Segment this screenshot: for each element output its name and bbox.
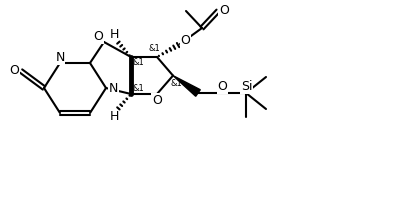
Text: O: O [181, 34, 191, 47]
Text: &1: &1 [133, 58, 145, 67]
Text: O: O [94, 30, 103, 44]
Text: &1: &1 [133, 84, 145, 93]
Text: &1: &1 [148, 44, 160, 53]
Text: O: O [152, 94, 162, 107]
Text: O: O [219, 3, 229, 17]
Text: N: N [55, 51, 65, 64]
Polygon shape [173, 76, 200, 96]
Text: O: O [10, 64, 20, 76]
Text: &1: &1 [170, 79, 182, 88]
Text: H: H [110, 28, 119, 42]
Text: O: O [217, 80, 227, 93]
Text: N: N [109, 82, 118, 95]
Text: H: H [110, 110, 119, 122]
Text: Si: Si [241, 80, 252, 93]
